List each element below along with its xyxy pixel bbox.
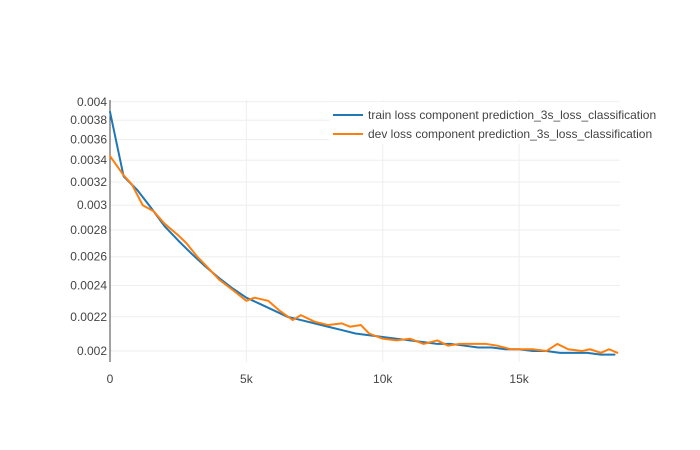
x-tick-label: 0 — [107, 372, 114, 386]
plot-area — [109, 110, 619, 356]
legend-label: dev loss component prediction_3s_loss_cl… — [368, 127, 652, 141]
grid — [110, 100, 620, 362]
legend: train loss component prediction_3s_loss_… — [329, 102, 699, 144]
series-line-dev — [109, 155, 619, 354]
x-tick-label: 10k — [373, 372, 393, 386]
legend-background — [329, 102, 699, 144]
y-tick-label: 0.0034 — [70, 153, 107, 167]
y-tick-label: 0.003 — [77, 198, 107, 212]
series-line-train — [109, 110, 616, 356]
y-tick-label: 0.0022 — [70, 310, 107, 324]
y-tick-label: 0.0038 — [70, 113, 107, 127]
y-tick-label: 0.0032 — [70, 175, 107, 189]
legend-item-train[interactable]: train loss component prediction_3s_loss_… — [333, 108, 656, 122]
y-tick-label: 0.002 — [77, 344, 107, 358]
y-tick-label: 0.0026 — [70, 250, 107, 264]
legend-label: train loss component prediction_3s_loss_… — [368, 108, 656, 122]
y-tick-label: 0.0024 — [70, 278, 107, 292]
y-tick-label: 0.0036 — [70, 133, 107, 147]
x-tick-label: 15k — [509, 372, 529, 386]
legend-item-dev[interactable]: dev loss component prediction_3s_loss_cl… — [333, 127, 652, 141]
x-tick-label: 5k — [240, 372, 254, 386]
y-tick-label: 0.0028 — [70, 223, 107, 237]
y-tick-label: 0.004 — [77, 95, 107, 109]
axes: 0.002 0.0022 0.0024 0.0026 0.0028 0.003 0.0032… — [70, 95, 529, 386]
